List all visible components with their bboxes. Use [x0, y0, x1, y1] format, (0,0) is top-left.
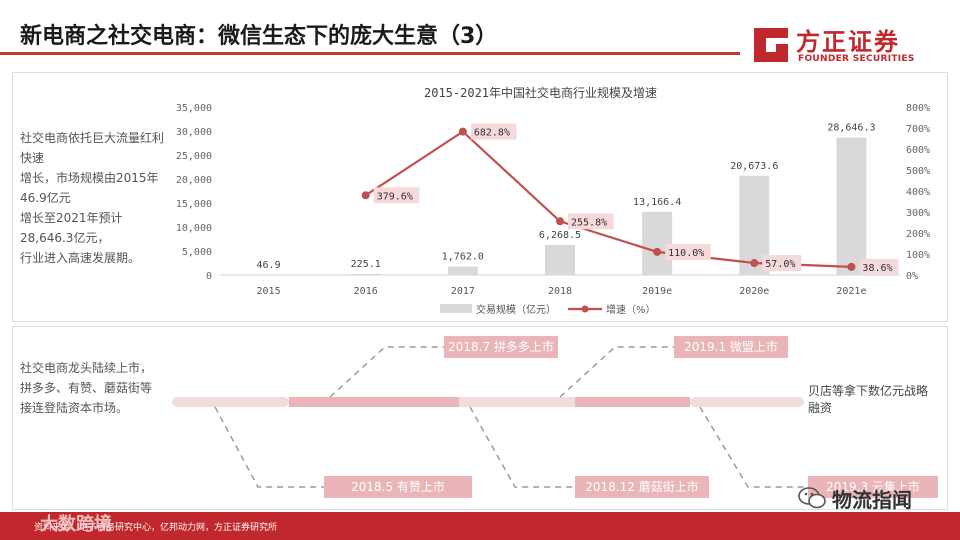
- founder-logo: 方正证券 FOUNDER SECURITIES: [752, 22, 922, 70]
- event-pinduoduo-ipo: 2018.7 拼多多上市: [444, 336, 558, 358]
- side-line: 社交电商龙头陆续上市，: [20, 361, 153, 375]
- bar-value-label: 20,673.6: [730, 161, 778, 172]
- growth-label-bg: [373, 187, 420, 204]
- side-line: 增长，市场规模由2015年46.9亿元: [20, 171, 159, 205]
- timeline-graphic: [172, 346, 808, 488]
- chart-title: 2015-2021年中国社交电商行业规模及增速: [424, 86, 658, 100]
- right-tick-label: 400%: [906, 187, 930, 198]
- chart-side-text: 社交电商依托巨大流量红利快速 增长，市场规模由2015年46.9亿元 增长至20…: [20, 128, 170, 268]
- side-line: 行业进入高速发展期。: [20, 251, 141, 265]
- left-tick-label: 25,000: [176, 151, 212, 162]
- page-title: 新电商之社交电商：微信生态下的庞大生意（3）: [20, 24, 498, 49]
- bar: [350, 273, 381, 275]
- bar: [447, 266, 478, 275]
- side-line: 拼多多、有赞、蘑菇街等: [20, 381, 153, 395]
- bar-value-label: 6,268.5: [539, 230, 581, 241]
- growth-label-bg: [859, 258, 899, 275]
- right-tick-label: 100%: [906, 250, 930, 261]
- growth-value-label: 255.8%: [571, 217, 607, 228]
- growth-point: [556, 217, 564, 226]
- side-line: 社交电商依托巨大流量红利快速: [20, 131, 165, 165]
- left-tick-label: 20,000: [176, 175, 212, 186]
- bar-value-label: 225.1: [351, 259, 381, 270]
- left-tick-label: 30,000: [176, 127, 212, 138]
- x-tick-label: 2021e: [836, 286, 866, 297]
- growth-point: [653, 247, 662, 256]
- growth-label-bg: [568, 213, 614, 230]
- right-tick-label: 300%: [906, 208, 930, 219]
- growth-value-label: 379.6%: [377, 191, 413, 202]
- event-youzan-ipo: 2018.5 有赞上市: [324, 476, 472, 498]
- growth-label-bg: [762, 255, 802, 272]
- legend-line-label: 增速（%）: [606, 303, 656, 316]
- x-tick-label: 2020e: [739, 286, 769, 297]
- growth-point: [458, 127, 467, 136]
- growth-value-label: 682.8%: [474, 128, 510, 139]
- founder-logo-icon: [754, 28, 788, 62]
- bar-value-label: 28,646.3: [827, 122, 875, 133]
- bar-value-label: 13,166.4: [633, 197, 681, 208]
- growth-value-label: 110.0%: [668, 248, 704, 259]
- event-yunji-ipo: 2019.3 云集上市: [808, 476, 938, 498]
- wechat-icon: [798, 487, 826, 509]
- left-tick-label: 10,000: [176, 223, 212, 234]
- right-tick-label: 700%: [906, 124, 930, 135]
- side-line: 接连登陆资本市场。: [20, 401, 129, 415]
- x-tick-label: 2016: [354, 286, 378, 297]
- bar: [545, 244, 575, 275]
- x-tick-label: 2017: [451, 286, 475, 297]
- logo-text-cn: 方正证券: [796, 28, 900, 56]
- left-tick-label: 15,000: [176, 199, 212, 210]
- right-tick-label: 600%: [906, 145, 930, 156]
- growth-point: [847, 262, 856, 271]
- source-note: 资料来源：电子商务研究中心，亿邦动力网，方正证券研究所: [34, 523, 278, 533]
- growth-value-label: 57.0%: [765, 259, 795, 270]
- growth-point: [750, 259, 759, 268]
- growth-label-bg: [470, 123, 517, 140]
- beidian-note: 贝店等拿下数亿元战略融资: [808, 384, 929, 415]
- x-tick-label: 2015: [257, 286, 281, 297]
- event-weimob-ipo: 2019.1 微盟上市: [674, 336, 788, 358]
- right-tick-label: 500%: [906, 166, 930, 177]
- timeline-side-text: 社交电商龙头陆续上市， 拼多多、有赞、蘑菇街等 接连登陆资本市场。: [20, 358, 170, 418]
- legend-bar-swatch: [440, 304, 472, 313]
- bar: [642, 211, 673, 275]
- market-size-chart: 0 5,000 10,000 15,000 20,000 25,000 30,000 35,0…: [176, 103, 930, 316]
- event-mogujie-ipo: 2018.12 蘑菇街上市: [575, 476, 709, 498]
- growth-point: [361, 191, 370, 200]
- left-tick-label: 0: [206, 271, 212, 282]
- bar: [253, 274, 284, 276]
- x-tick-label: 2018: [548, 286, 572, 297]
- timeline-connectors: [214, 346, 808, 488]
- bar: [836, 137, 867, 275]
- x-tick-label: 2019e: [642, 286, 672, 297]
- watermark-right: 物流指闻: [798, 484, 948, 512]
- legend-bar-label: 交易规模（亿元）: [476, 303, 556, 316]
- bar-value-label: 46.9: [257, 260, 281, 271]
- bar-value-label: 1,762.0: [442, 252, 484, 263]
- logo-text-en: FOUNDER SECURITIES: [798, 54, 915, 64]
- legend-line-marker: [581, 305, 589, 313]
- growth-label-bg: [665, 243, 711, 260]
- left-tick-label: 35,000: [176, 103, 212, 114]
- left-tick-label: 5,000: [182, 247, 212, 258]
- timeline-track: [172, 397, 804, 407]
- watermark-left: 大数跨境: [40, 514, 112, 535]
- growth-value-label: 38.6%: [862, 263, 892, 274]
- right-tick-label: 200%: [906, 229, 930, 240]
- footer-bar: [0, 512, 960, 540]
- right-tick-label: 800%: [906, 103, 930, 114]
- watermark-right-text: 物流指闻: [832, 488, 912, 512]
- chart-panel: [12, 72, 948, 322]
- right-tick-label: 0%: [906, 271, 918, 282]
- title-divider: [0, 52, 740, 55]
- side-line: 增长至2021年预计28,646.3亿元，: [20, 211, 123, 245]
